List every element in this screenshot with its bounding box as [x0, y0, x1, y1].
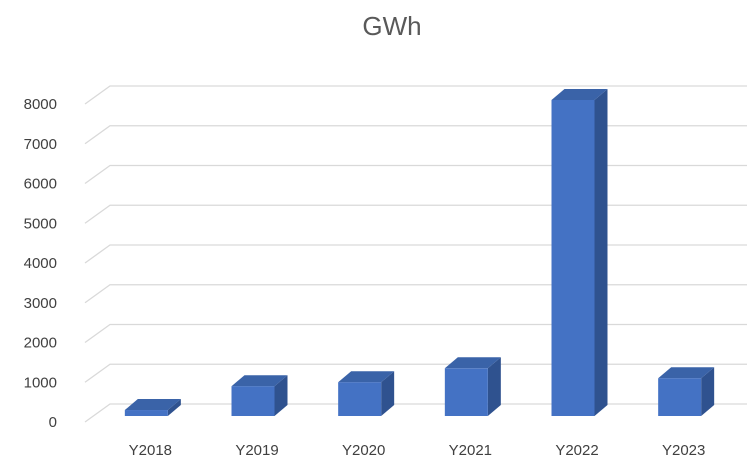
- bar-top-face: [658, 367, 715, 379]
- x-tick-label: Y2021: [449, 442, 492, 459]
- bar: [444, 357, 501, 416]
- y-tick-label: 3000: [24, 295, 57, 312]
- bar-side-face: [274, 375, 288, 416]
- bar-front-face: [551, 99, 595, 417]
- bar: [658, 367, 715, 416]
- x-tick-label: Y2020: [342, 442, 385, 459]
- gridlines: [84, 85, 747, 423]
- y-axis-tick-labels: 0 1000 2000 3000 4000 5000 6000 7000 8000: [24, 96, 57, 431]
- y-tick-label: 7000: [24, 136, 57, 153]
- bars: [124, 88, 715, 417]
- bar-top-face: [124, 399, 181, 411]
- x-tick-label: Y2018: [129, 442, 172, 459]
- gridline: [84, 403, 747, 423]
- gridline: [84, 204, 747, 224]
- gridline: [84, 284, 747, 304]
- bar-side-face: [167, 399, 181, 416]
- bar: [124, 399, 181, 416]
- bar-top-face: [444, 357, 501, 369]
- bar-front-face: [338, 382, 382, 416]
- y-tick-label: 6000: [24, 176, 57, 193]
- bar-side-face: [701, 367, 715, 416]
- gridline: [84, 125, 747, 145]
- gridline: [84, 85, 747, 105]
- y-tick-label: 4000: [24, 255, 57, 272]
- bar-top-face: [231, 375, 288, 387]
- chart-title: GWh: [362, 11, 421, 41]
- y-tick-label: 8000: [24, 96, 57, 113]
- bar-side-face: [487, 357, 501, 416]
- y-tick-label: 1000: [24, 374, 57, 391]
- bar: [551, 88, 608, 417]
- gridline: [84, 244, 747, 264]
- bar: [338, 371, 395, 416]
- gridline: [84, 323, 747, 344]
- x-axis-tick-labels: Y2018 Y2019 Y2020 Y2021 Y2022 Y2023: [129, 442, 706, 459]
- gridline: [84, 164, 747, 185]
- bar-front-face: [231, 386, 275, 416]
- bar-side-face: [594, 88, 608, 417]
- bar: [231, 375, 288, 416]
- bar-top-face: [338, 371, 395, 383]
- bar-top-face: [551, 88, 608, 100]
- bar-front-face: [658, 378, 702, 416]
- gridline: [84, 363, 747, 383]
- y-tick-label: 5000: [24, 215, 57, 232]
- y-tick-label: 2000: [24, 335, 57, 352]
- x-tick-label: Y2022: [555, 442, 598, 459]
- x-tick-label: Y2019: [235, 442, 278, 459]
- bar-front-face: [444, 368, 488, 416]
- x-tick-label: Y2023: [662, 442, 705, 459]
- y-tick-label: 0: [49, 414, 57, 431]
- bar-side-face: [381, 371, 395, 416]
- bar-front-face: [124, 410, 168, 416]
